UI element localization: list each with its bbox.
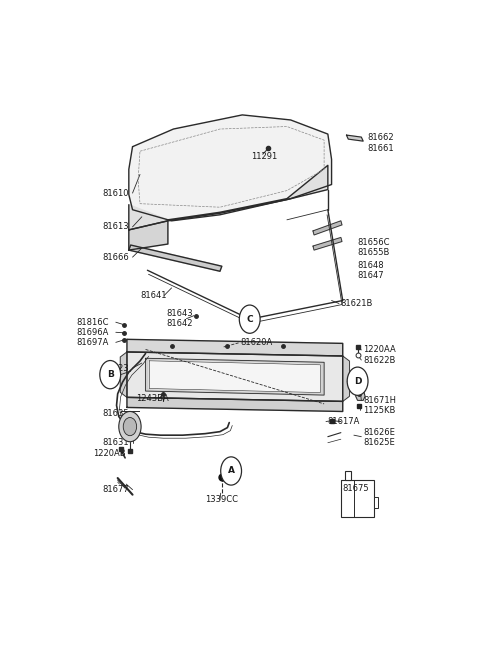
Text: 81656C
81655B: 81656C 81655B	[358, 238, 390, 257]
Text: 81631: 81631	[103, 438, 130, 447]
Text: 81697A: 81697A	[77, 338, 109, 347]
Text: 1220AA: 1220AA	[363, 345, 396, 354]
Polygon shape	[313, 238, 342, 250]
Text: 81641: 81641	[140, 291, 167, 300]
Bar	[345, 472, 351, 479]
Text: 1125KB: 1125KB	[363, 406, 396, 415]
Text: 81648
81647: 81648 81647	[358, 261, 384, 280]
Text: B: B	[107, 370, 114, 379]
Polygon shape	[343, 356, 349, 402]
Text: 81622B: 81622B	[363, 356, 396, 365]
Text: 81623: 81623	[103, 364, 130, 373]
Text: 11291: 11291	[252, 152, 278, 161]
Text: 81643
81642: 81643 81642	[166, 309, 192, 328]
Polygon shape	[145, 358, 324, 395]
Polygon shape	[347, 135, 363, 141]
Bar	[341, 479, 374, 517]
Bar	[374, 497, 378, 508]
Text: D: D	[354, 377, 361, 386]
Text: 81677: 81677	[103, 485, 130, 494]
Text: 1339CC: 1339CC	[205, 495, 238, 504]
Circle shape	[347, 367, 368, 396]
Text: 81671H: 81671H	[363, 396, 396, 405]
Polygon shape	[129, 221, 168, 250]
Polygon shape	[129, 245, 222, 271]
Polygon shape	[313, 221, 342, 235]
Text: A: A	[228, 466, 235, 476]
Text: 81816C: 81816C	[77, 318, 109, 327]
Circle shape	[100, 360, 120, 389]
Text: 81613: 81613	[103, 223, 130, 231]
Circle shape	[123, 417, 137, 436]
Polygon shape	[120, 352, 127, 398]
Text: 81635: 81635	[103, 409, 130, 419]
Polygon shape	[149, 361, 321, 392]
Text: 81662
81661: 81662 81661	[367, 134, 394, 153]
Polygon shape	[356, 389, 365, 400]
Text: 81626E
81625E: 81626E 81625E	[363, 428, 395, 447]
Text: 81696A: 81696A	[77, 328, 109, 337]
Text: 1243BA: 1243BA	[136, 394, 169, 403]
Polygon shape	[127, 398, 343, 411]
Text: C: C	[246, 314, 253, 324]
Circle shape	[119, 411, 141, 441]
Text: 1220AB: 1220AB	[94, 449, 126, 458]
Text: 81621B: 81621B	[341, 299, 373, 308]
Text: 81620A: 81620A	[240, 339, 273, 347]
Circle shape	[221, 457, 241, 485]
Polygon shape	[127, 352, 343, 402]
Text: 81675: 81675	[343, 483, 369, 493]
Polygon shape	[127, 339, 343, 356]
Polygon shape	[129, 165, 328, 230]
Circle shape	[240, 305, 260, 333]
Text: 81617A: 81617A	[328, 417, 360, 426]
Text: 81666: 81666	[103, 253, 130, 261]
Polygon shape	[129, 115, 332, 221]
Text: 81610: 81610	[103, 189, 129, 198]
